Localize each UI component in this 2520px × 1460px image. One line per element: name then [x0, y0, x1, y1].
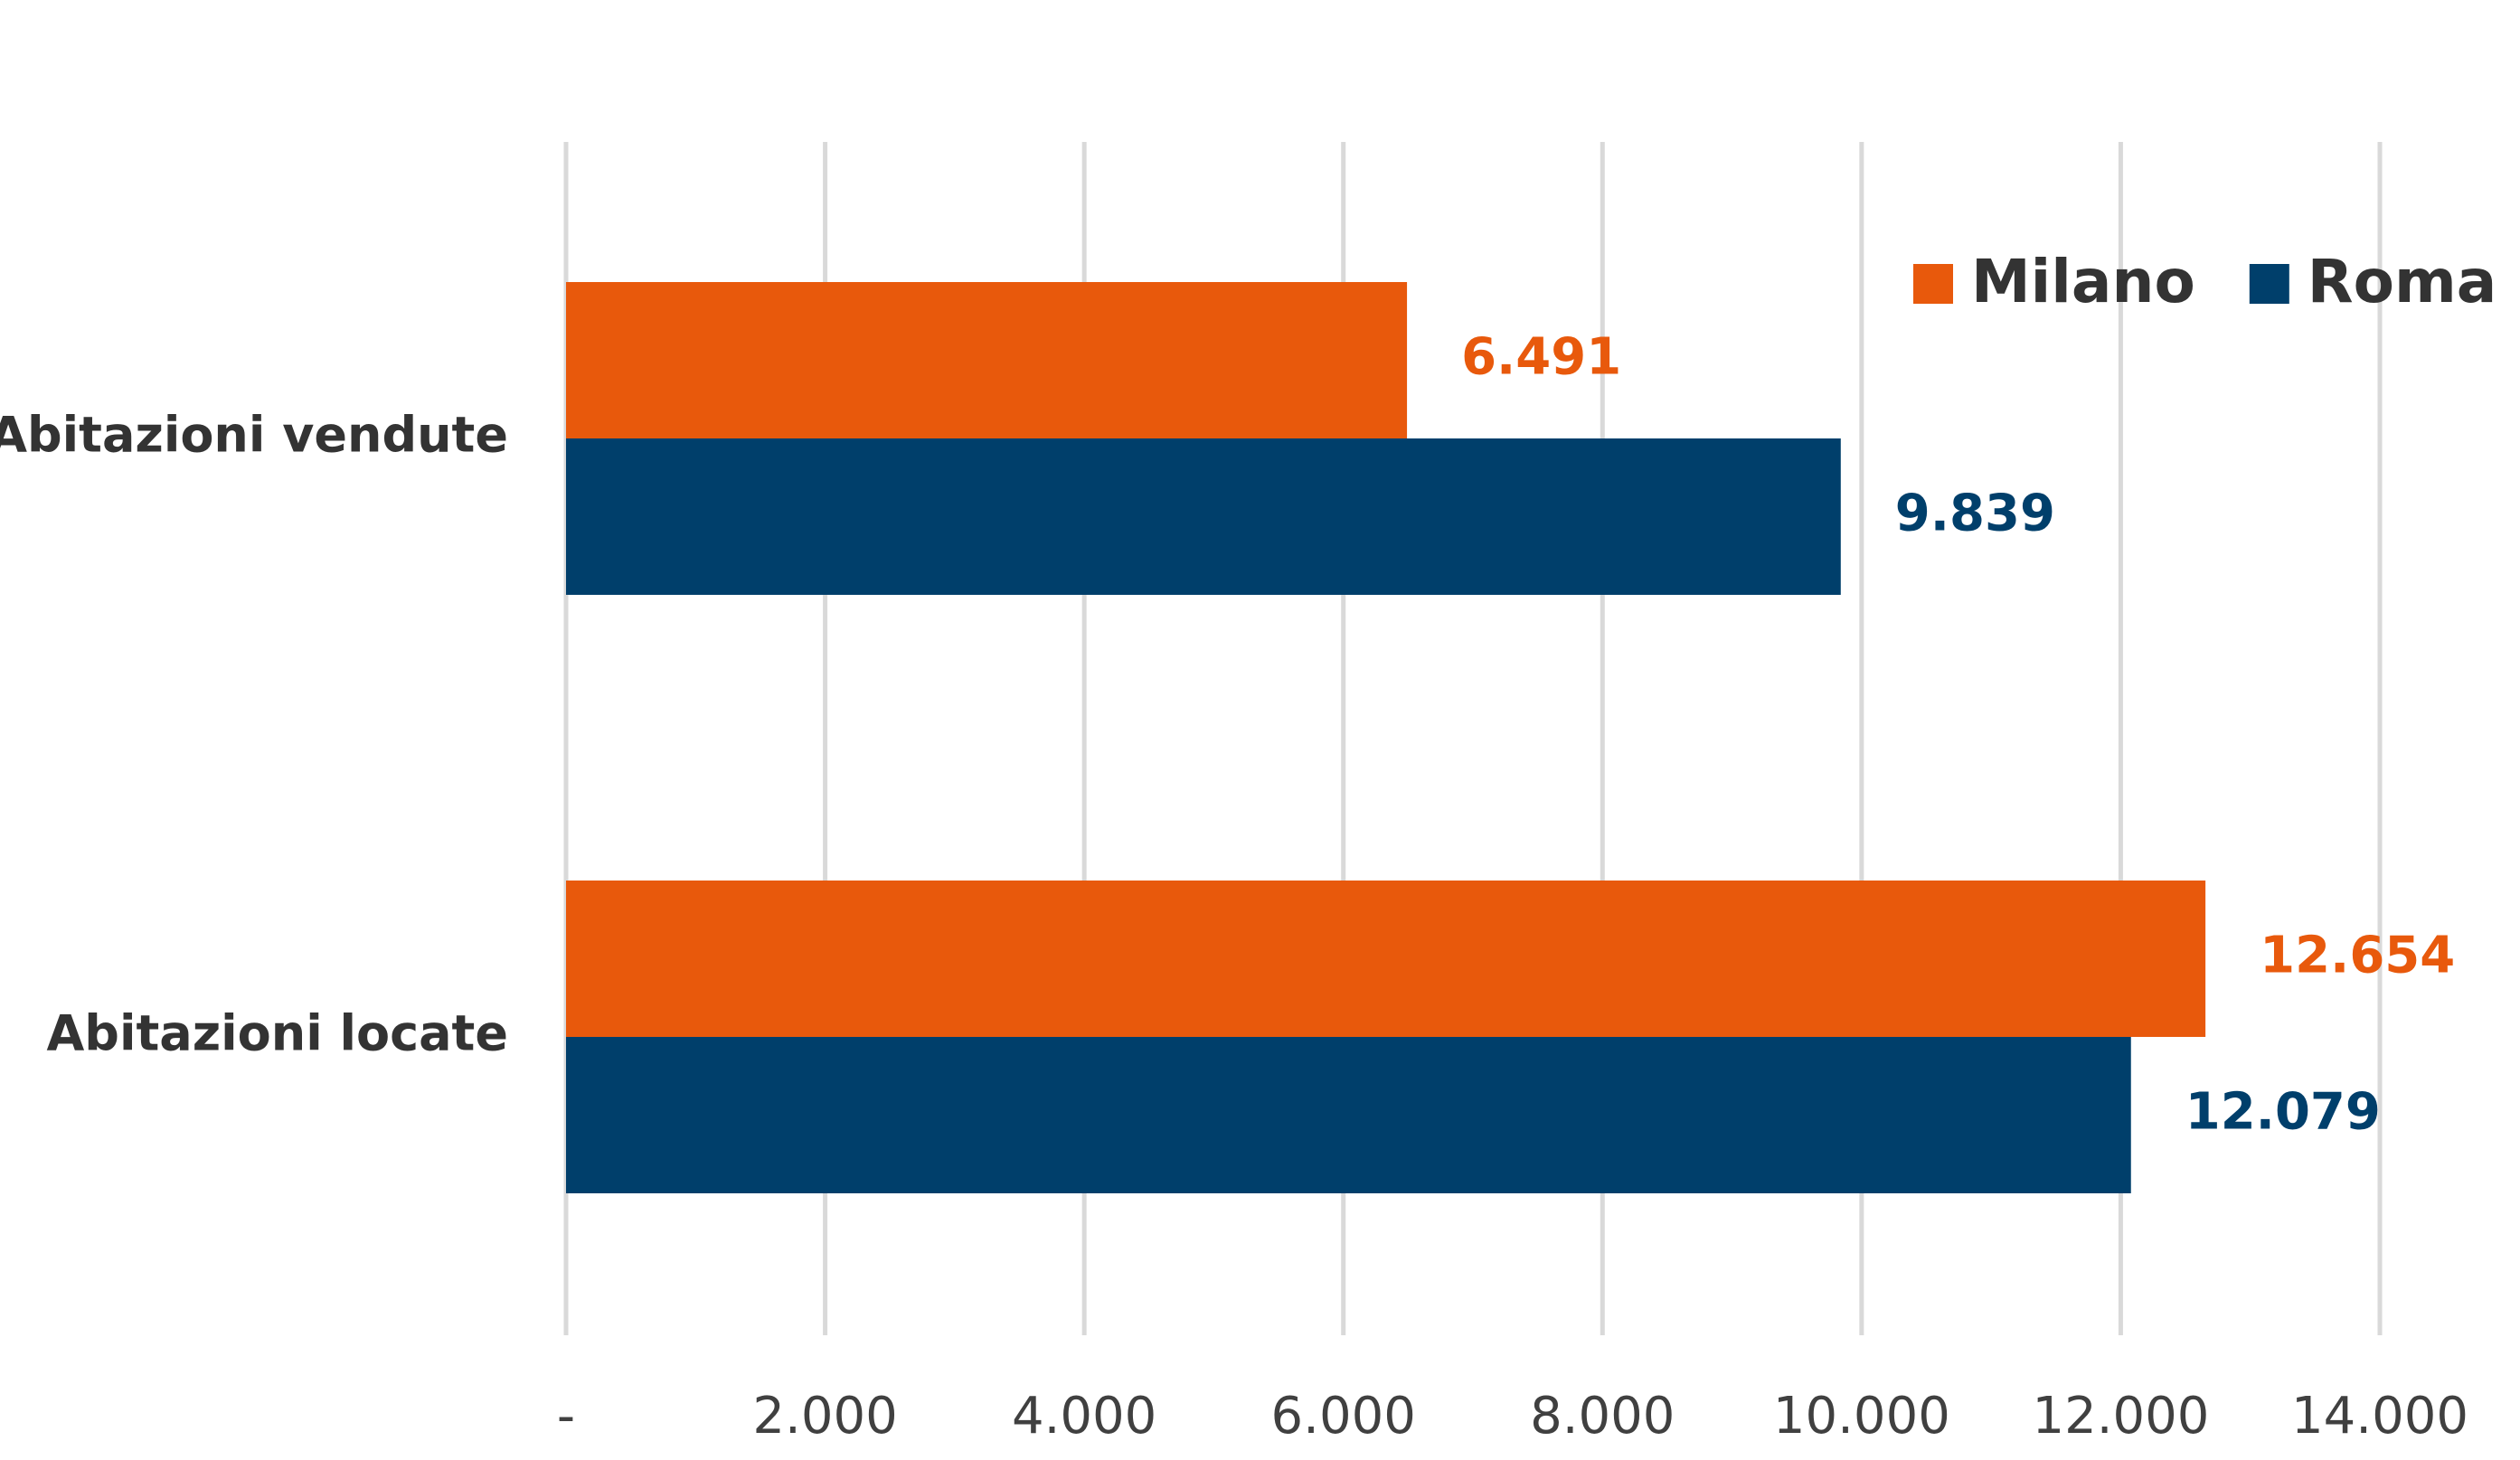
bar	[566, 881, 2206, 1037]
x-tick-label: 14.000	[2291, 1387, 2468, 1446]
legend-swatch	[2249, 264, 2289, 304]
value-label: 12.079	[2185, 1083, 2381, 1142]
category-label: Abitazioni vendute	[0, 407, 508, 464]
x-tick-label: 6.000	[1271, 1387, 1416, 1446]
x-tick-label: -	[557, 1387, 575, 1446]
value-label: 9.839	[1895, 485, 2055, 543]
bar	[566, 282, 1408, 438]
x-tick-label: 2.000	[752, 1387, 897, 1446]
bar	[566, 1037, 2131, 1193]
legend-swatch	[1913, 264, 1953, 304]
value-label: 12.654	[2260, 927, 2455, 985]
x-tick-label: 12.000	[2032, 1387, 2209, 1446]
x-tick-label: 10.000	[1773, 1387, 1950, 1446]
legend-label: Roma	[2308, 247, 2496, 316]
legend-label: Milano	[1971, 247, 2195, 316]
bar	[566, 438, 1841, 595]
category-label: Abitazioni locate	[47, 1005, 509, 1062]
value-label: 6.491	[1461, 328, 1621, 387]
x-tick-label: 8.000	[1530, 1387, 1675, 1446]
x-tick-label: 4.000	[1012, 1387, 1156, 1446]
